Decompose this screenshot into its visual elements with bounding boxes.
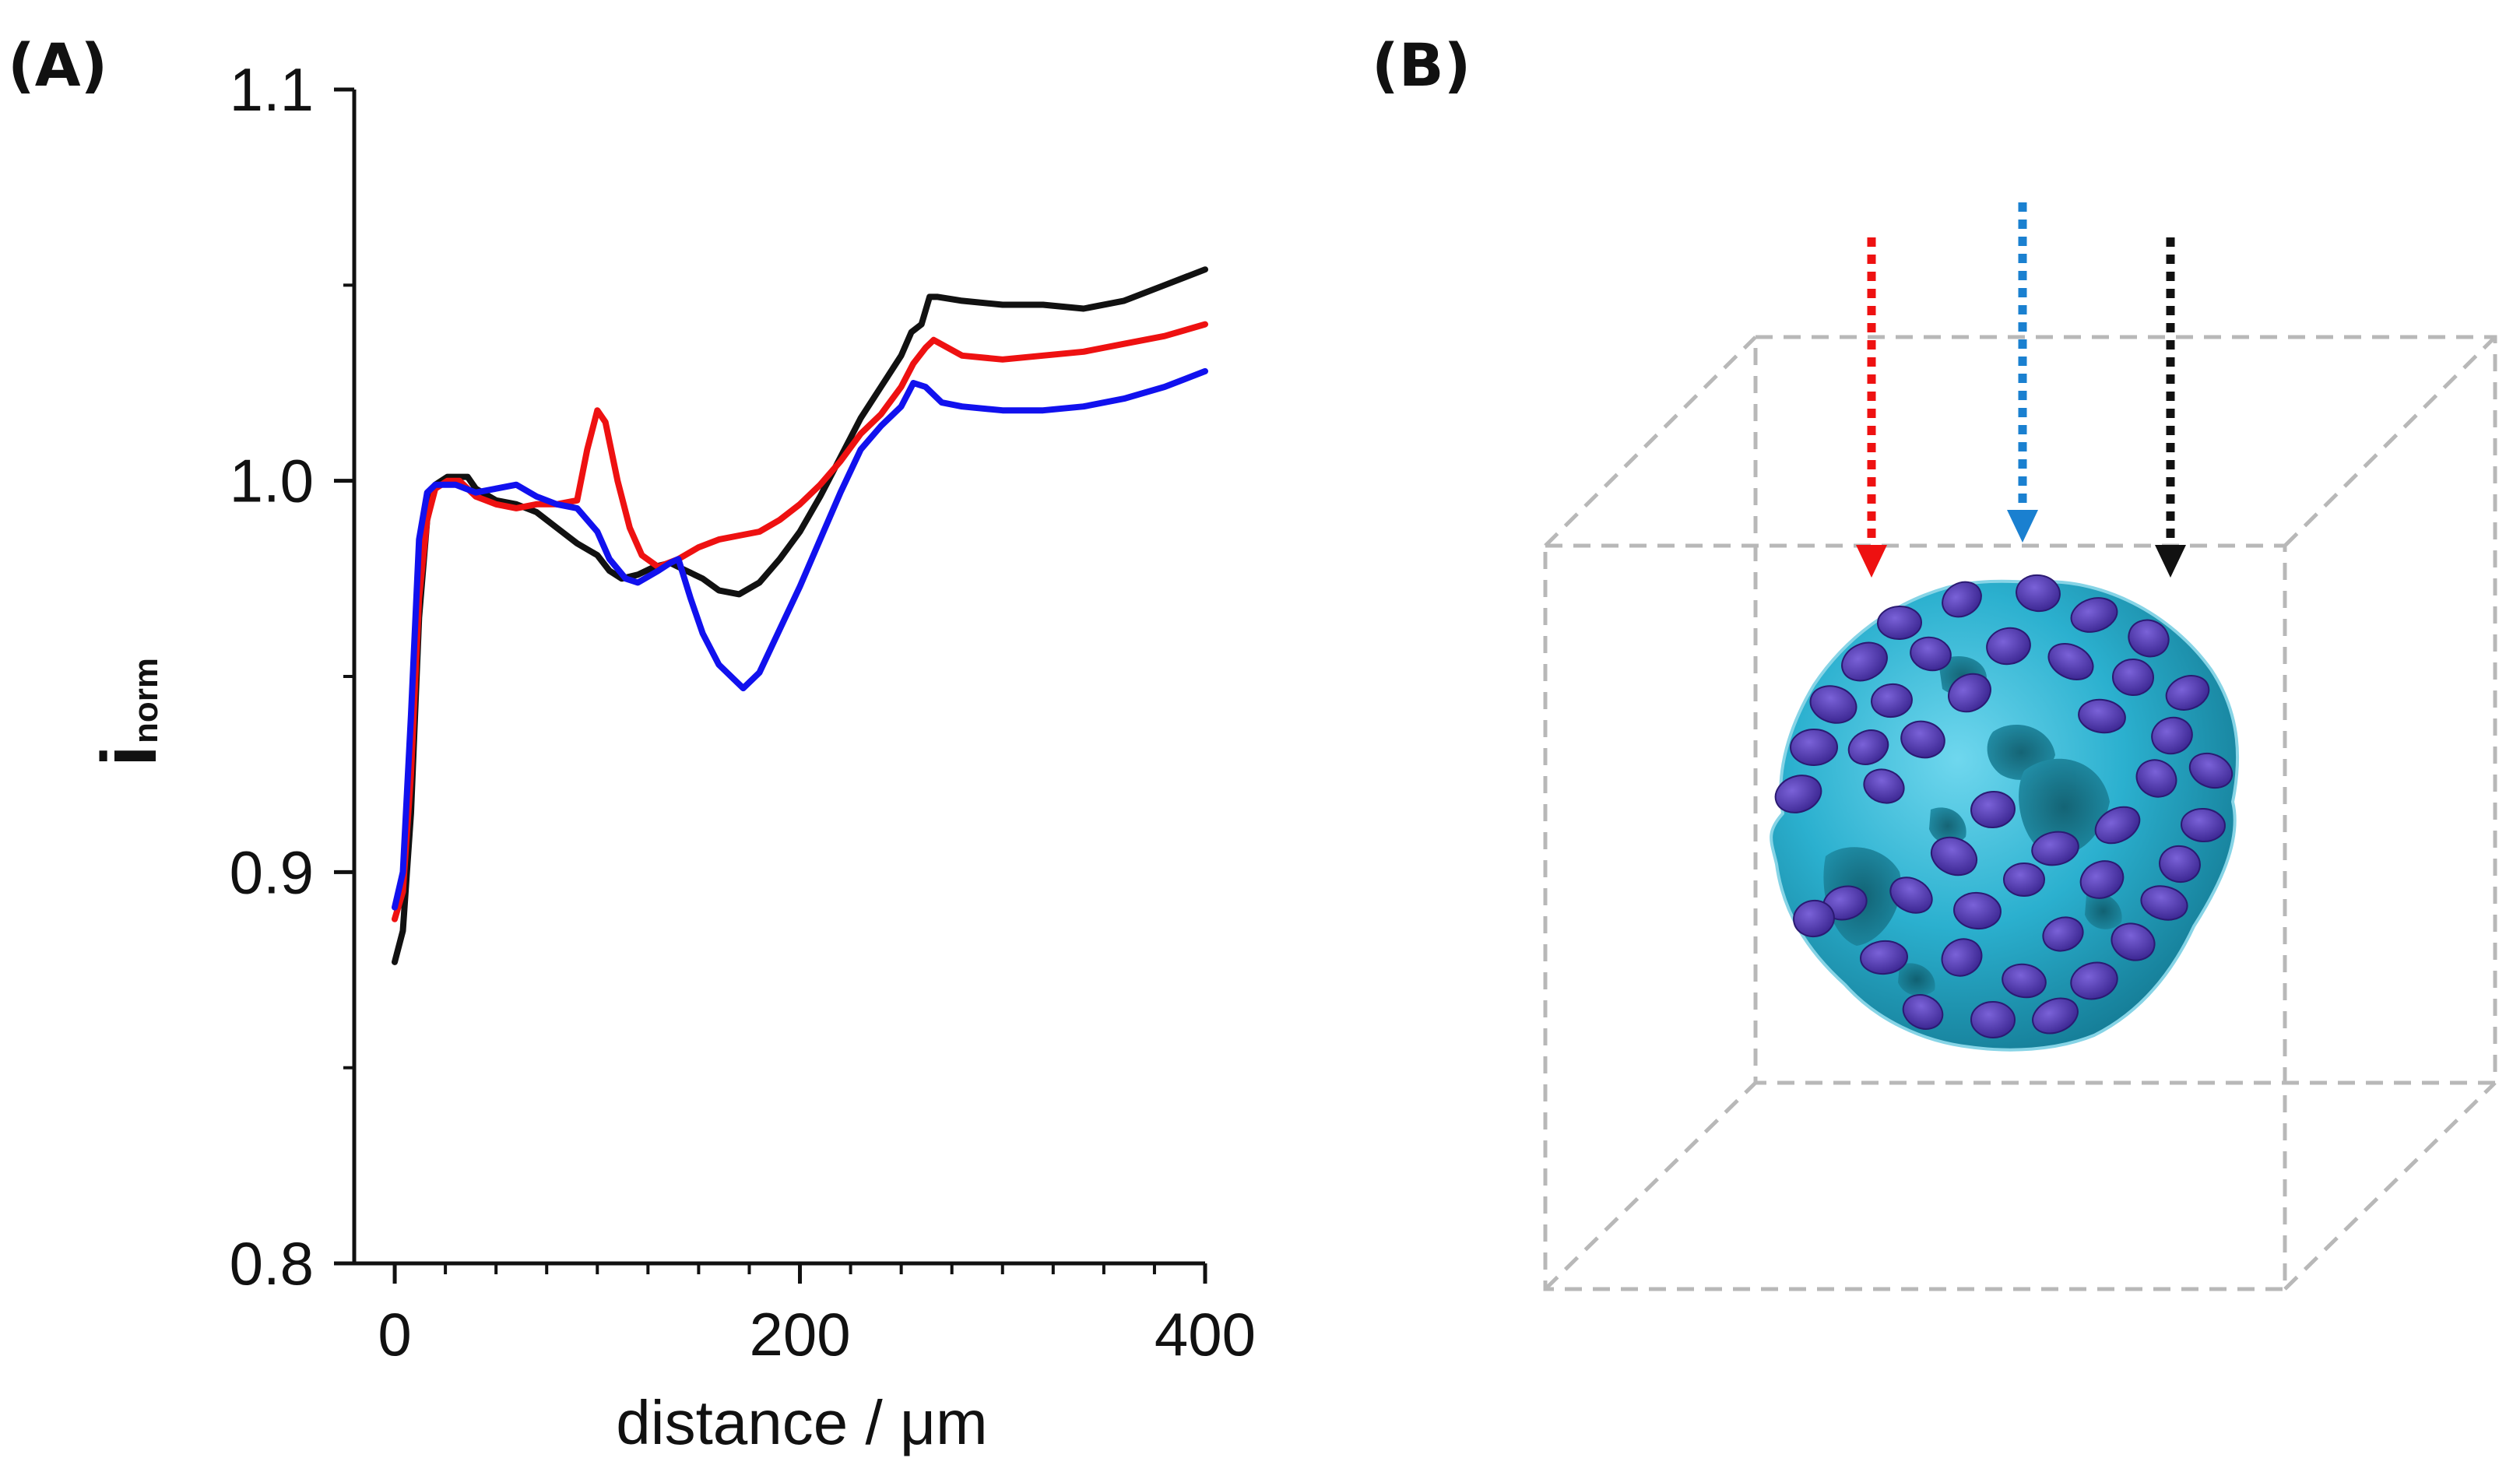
probe-arrow-blue-head [2007,510,2038,543]
probe-arrow-red [1856,237,1887,578]
cell-nucleus [2047,642,2094,681]
cube-edge [2283,336,2497,547]
cell-nucleus [2188,752,2234,789]
cell-nucleus [1986,627,2031,666]
probe-arrows [1856,202,2186,578]
x-axis-title: distance / μm [616,1388,987,1457]
cell-nucleus [1941,938,1983,977]
cell-nucleus [2165,675,2210,711]
cell-nucleus [2003,862,2045,897]
cell-nucleus [2078,698,2126,734]
cube-back-face [1753,335,2497,1085]
cell-nucleus [2111,922,2156,961]
y-axis-title-main: i [86,745,173,767]
y-ticks: 0.8 0.9 1.0 1.1 [230,55,354,1298]
cell-nucleus [2112,658,2154,697]
cell-nucleus [1948,673,1991,713]
cell-nucleus [2151,716,2193,755]
cell-nucleus [2094,806,2141,845]
y-tick-label: 0.8 [230,1229,314,1298]
illustration-panel-b [1543,202,2497,1291]
x-ticks: 0 200 400 [378,1263,1256,1368]
probe-arrow-blue [2007,202,2038,543]
sphere-pores [1823,655,2122,996]
cell-nucleus [2032,997,2079,1035]
cell-sphere [1770,574,2240,1052]
cell-nucleus [1809,685,1857,724]
probe-arrow-black-head [2155,545,2186,578]
y-tick-label: 0.9 [230,838,314,906]
y-tick-label: 1.0 [230,447,314,515]
cells-group [1774,574,2234,1039]
cell-nucleus [2159,845,2201,884]
series-line-black [392,266,1208,965]
wireframe-cube [1543,335,2497,1291]
cell-nucleus [1863,768,1905,804]
cell-nucleus [2002,963,2047,999]
cell-nucleus [2135,759,2177,798]
cell-nucleus [2128,619,2170,658]
probe-arrow-red-head [1856,545,1887,578]
cell-nucleus [1877,605,1922,641]
cube-edge [1544,1081,1757,1291]
panel-a-label: (A) [8,30,107,100]
y-axis-title-subscript: norm [127,658,165,743]
cell-nucleus [2140,885,2188,921]
chart-panel-a: 0.8 0.9 1.0 1.1 0 200 400 distance / μm i nor… [86,55,1256,1457]
cube-front-face [1543,543,2287,1291]
x-tick-label: 400 [1155,1300,1256,1368]
x-tick-label: 200 [749,1300,850,1368]
cell-nucleus [2042,916,2084,952]
cell-nucleus [1942,581,1982,618]
cell-nucleus [1910,636,1952,672]
cell-nucleus [1900,720,1945,759]
probe-arrow-black [2155,237,2186,578]
series-line-blue [392,367,1208,911]
cell-nucleus [1953,891,2002,930]
cell-nucleus [1774,775,1822,813]
pore [1929,807,1966,845]
pore [2085,893,2122,929]
cell-nucleus [1860,940,1908,975]
cell-nucleus [1793,899,1835,938]
cell-nucleus [2070,597,2118,633]
cell-nucleus [1841,641,1888,682]
chart-axes [352,90,1205,1266]
cell-nucleus [1930,836,1978,877]
cell-nucleus [1889,877,1933,914]
cell-nucleus [1871,683,1913,718]
series-group [392,266,1208,965]
series-line-red [392,321,1208,922]
cell-nucleus [2031,831,2079,866]
panel-b-label: (B) [1372,30,1471,100]
cell-nucleus [1970,790,2016,829]
cell-nucleus [2079,860,2125,899]
y-tick-label: 1.1 [230,55,314,124]
x-tick-label: 0 [378,1300,411,1368]
cube-edge [1544,336,1757,547]
y-axis-title: i norm [86,658,173,767]
cell-nucleus [1902,994,1944,1030]
cell-nucleus [2181,807,2226,843]
cell-nucleus [1847,729,1889,765]
cell-nucleus [2016,574,2061,613]
cube-edge [2283,1081,2497,1291]
cell-nucleus [1970,1000,2016,1039]
cell-nucleus [1790,728,1838,767]
pore [1898,963,1935,996]
cell-nucleus [2070,961,2118,1000]
pore [2019,758,2110,855]
